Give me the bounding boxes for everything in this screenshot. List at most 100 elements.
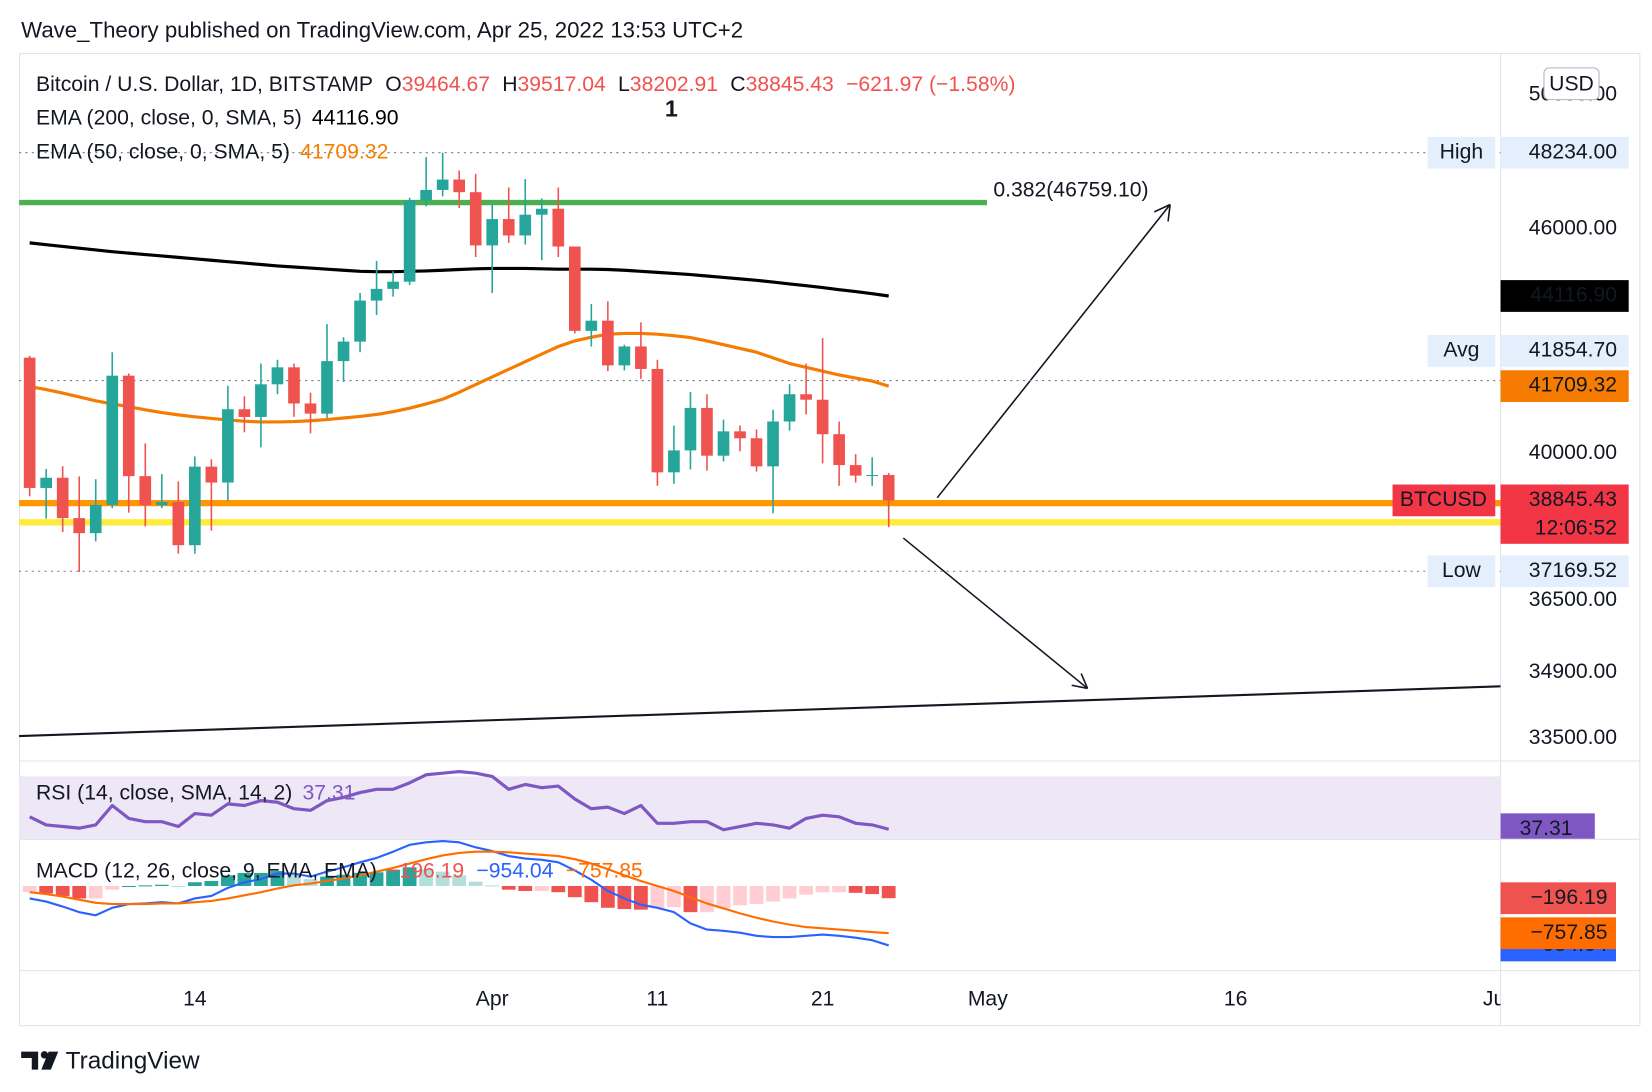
candle-body — [833, 434, 845, 466]
price-badge — [1500, 280, 1629, 312]
macd-histogram-bar — [154, 884, 169, 886]
candle-body — [40, 477, 52, 488]
legend-value: 37.31 — [302, 781, 355, 804]
candle-body — [519, 214, 532, 236]
candle-body — [205, 466, 218, 483]
ohlc-key: L — [618, 72, 630, 95]
x-tick-label: 11 — [646, 987, 668, 1010]
stat-value: 41854.70 — [1529, 338, 1617, 361]
macd-histogram-bar — [600, 885, 615, 908]
candle-body — [139, 476, 152, 506]
macd-histogram-bar — [369, 872, 384, 886]
ohlc-key: C — [730, 72, 745, 95]
date-axis: 14 Apr 11 21 May 16 Jun — [183, 987, 1517, 1010]
candle-body — [56, 477, 69, 519]
y-tick-label: 46000.00 — [1529, 216, 1617, 239]
legend-name: MACD (12, 26, close, 9, EMA, EMA) — [36, 859, 377, 882]
legend-name: RSI (14, close, SMA, 14, 2) — [36, 781, 292, 804]
ohlc-value: 38845.43 — [746, 72, 834, 95]
x-tick-label: May — [968, 987, 1008, 1010]
main-pane: 0.382(46759.10) — [19, 152, 1501, 738]
legend-name: EMA (200, close, 0, SMA, 5) — [36, 106, 302, 129]
candle-body — [635, 346, 647, 369]
logo-part — [21, 1051, 39, 1070]
macd-line — [29, 850, 889, 935]
candle-body — [354, 300, 366, 342]
macd-histogram-bar — [782, 885, 797, 899]
macd-histogram-bar — [733, 885, 747, 906]
macd-histogram-bar — [683, 885, 698, 913]
macd-badge — [1500, 882, 1616, 915]
macd-histogram-bar — [716, 885, 731, 909]
macd-histogram-bar — [88, 885, 103, 899]
rsi-badge — [1500, 813, 1595, 839]
header: Wave_Theory published on TradingView.com… — [21, 18, 743, 43]
candle-body — [288, 367, 300, 404]
macd-histogram-bar — [39, 885, 54, 894]
rsi-band — [19, 776, 1501, 839]
currency-box[interactable] — [1543, 67, 1600, 101]
candle-body — [816, 399, 829, 435]
macd-histogram-bar — [700, 885, 714, 913]
macd-histogram-bar — [799, 885, 813, 895]
ohlc-value: 39517.04 — [518, 72, 606, 95]
x-tick-label: Jun — [1483, 987, 1517, 1010]
macd-histogram-bar — [749, 885, 764, 905]
logo-part — [41, 1051, 59, 1070]
y-tick-label: 33500.00 — [1529, 726, 1617, 749]
change: −621.97 (−1.58%) — [846, 72, 1015, 95]
candle-body — [122, 375, 135, 477]
countdown: 12:06:52 — [1535, 517, 1617, 540]
candle-body — [882, 475, 895, 501]
legend-value: −954.04 — [476, 859, 553, 882]
legend-value: 41709.32 — [300, 140, 388, 163]
candle-body — [436, 179, 449, 190]
legend-ema50: EMA (50, close, 0, SMA, 5) 41709.32 — [36, 140, 388, 163]
candle-body — [618, 346, 631, 366]
arrow-down — [902, 537, 1089, 690]
annotation: 1 — [665, 95, 678, 121]
macd-badge — [1500, 917, 1616, 950]
macd-histogram-bar — [650, 885, 665, 908]
macd-histogram-bar — [832, 885, 847, 893]
macd-histogram-bar — [501, 885, 516, 890]
frame — [19, 53, 1641, 1027]
ohlc-value: 38202.91 — [630, 72, 718, 95]
price-box — [1500, 484, 1629, 544]
currency[interactable]: USD — [1549, 72, 1594, 95]
rsi-line — [28, 769, 890, 832]
candle-body — [469, 192, 482, 246]
stat-value: 48234.00 — [1529, 140, 1617, 163]
ema-line — [29, 241, 889, 298]
candle-body — [321, 361, 333, 414]
candle-body — [585, 320, 598, 331]
macd-badge-label: −757.85 — [1530, 921, 1607, 944]
macd-histogram-bar — [221, 875, 235, 886]
arrow-up — [936, 203, 1171, 499]
symbol-label: BTCUSD — [1400, 488, 1487, 511]
price-badge — [1500, 370, 1629, 403]
stat-name-box — [1427, 136, 1496, 169]
symbol-title: Bitcoin / U.S. Dollar, 1D, BITSTAMP — [36, 72, 373, 95]
macd-histogram-bar — [72, 885, 87, 899]
candle-body — [602, 320, 614, 366]
y-tick-label: 40000.00 — [1529, 441, 1617, 464]
candle-body — [155, 502, 168, 506]
candle-body — [238, 409, 251, 417]
candle-body — [304, 403, 317, 414]
candle-body — [403, 200, 416, 282]
candle-body — [684, 407, 697, 451]
macd-histogram-bar — [881, 885, 896, 899]
macd-histogram-bar — [848, 885, 863, 893]
candle-body — [701, 407, 713, 456]
stat-name: High — [1440, 140, 1484, 163]
rsi-badge-label: 37.31 — [1520, 817, 1573, 840]
candle-body — [73, 518, 86, 534]
candle-body — [387, 281, 399, 289]
arrow-head — [1153, 203, 1171, 222]
stat-value: 37169.52 — [1529, 559, 1617, 582]
macd-histogram-bar — [138, 885, 153, 887]
candle-body — [337, 341, 350, 362]
macd-histogram-bar — [419, 869, 434, 886]
